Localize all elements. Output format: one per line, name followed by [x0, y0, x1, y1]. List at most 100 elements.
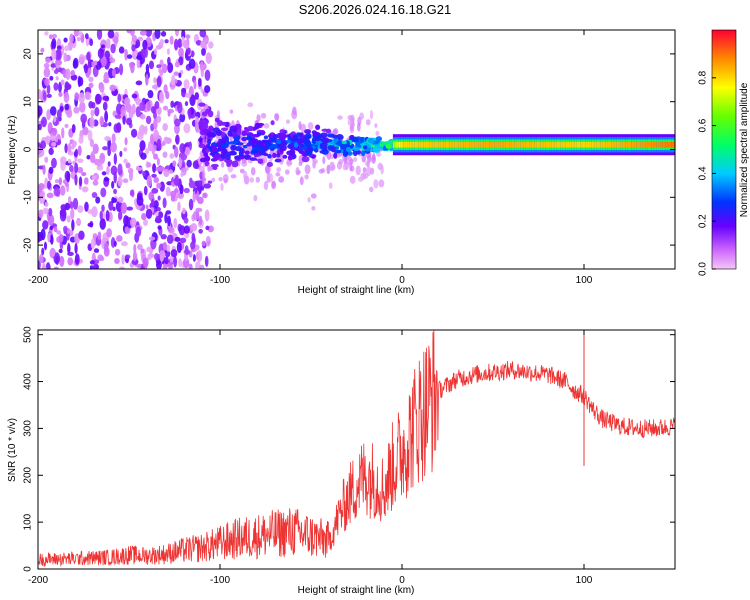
heatmap-cell — [335, 134, 344, 141]
heatmap-cell — [73, 106, 80, 114]
heatmap-cell — [58, 91, 63, 97]
heatmap-cell — [74, 162, 79, 174]
heatmap-cell — [124, 254, 131, 259]
heatmap-cell — [183, 257, 190, 269]
heatmap-cell — [667, 141, 670, 148]
heatmap-cell — [211, 177, 216, 183]
heatmap-cell — [220, 144, 229, 149]
x-tick-label: -100 — [210, 575, 230, 586]
heatmap-cell — [104, 136, 111, 142]
heatmap-cell — [244, 150, 250, 155]
heatmap-cell — [231, 160, 239, 168]
heatmap-cell — [145, 30, 153, 37]
snr-x-label: Height of straight line (km) — [298, 585, 415, 596]
heatmap-cell — [89, 260, 95, 265]
heatmap-cell — [629, 141, 632, 148]
heatmap-cell — [179, 112, 186, 123]
heatmap-cell — [153, 144, 157, 152]
heatmap-cell — [38, 183, 45, 191]
heatmap-cell — [352, 149, 358, 157]
heatmap-cell — [138, 124, 146, 136]
heatmap-cell — [170, 249, 178, 258]
heatmap-cell — [462, 141, 465, 148]
heatmap-cell — [292, 134, 298, 142]
heatmap-cell — [352, 136, 359, 143]
heatmap-cell — [563, 141, 567, 148]
heatmap-cell — [106, 165, 110, 176]
heatmap-cell — [347, 151, 353, 156]
heatmap-cell — [618, 141, 621, 148]
heatmap-cell — [142, 39, 148, 50]
heatmap-cell — [70, 70, 76, 76]
heatmap-cell — [67, 142, 72, 154]
heatmap-cell — [198, 143, 206, 149]
heatmap-cell — [153, 200, 159, 209]
heatmap-cell — [673, 141, 675, 148]
heatmap-cell — [88, 101, 94, 109]
heatmap-cell — [47, 122, 53, 134]
heatmap-cell — [179, 184, 184, 195]
heatmap-cell — [312, 131, 321, 137]
heatmap-cell — [230, 144, 237, 151]
heatmap-cell — [169, 35, 174, 45]
heatmap-cell — [402, 141, 405, 148]
heatmap-cell — [310, 193, 317, 199]
heatmap-cell — [139, 102, 146, 112]
heatmap-cell — [146, 175, 152, 188]
heatmap-cell — [656, 141, 659, 148]
heatmap-cell — [117, 210, 123, 220]
heatmap-cell — [337, 115, 343, 120]
heatmap-cell — [320, 138, 326, 143]
heatmap-cell — [153, 153, 159, 160]
heatmap-cell — [174, 61, 180, 68]
heatmap-cell — [368, 137, 374, 144]
heatmap-cell — [236, 129, 242, 136]
heatmap-cell — [640, 141, 643, 148]
heatmap-cell — [321, 128, 329, 132]
heatmap-cell — [153, 111, 157, 120]
heatmap-cell — [438, 141, 441, 148]
heatmap-cell — [71, 219, 75, 231]
heatmap-cell — [88, 76, 94, 83]
heatmap-cell — [159, 181, 165, 192]
heatmap-cell — [157, 225, 162, 230]
heatmap-cell — [658, 141, 661, 148]
y-tick-label: 300 — [23, 420, 34, 437]
heatmap-cell — [66, 215, 71, 223]
heatmap-cell — [139, 30, 147, 36]
heatmap-cell — [78, 230, 85, 240]
heatmap-cell — [371, 154, 376, 164]
heatmap-cell — [201, 170, 206, 180]
heatmap-cell — [179, 237, 187, 244]
heatmap-cell — [489, 141, 492, 148]
heatmap-cell — [669, 141, 672, 148]
heatmap-cell — [213, 153, 220, 161]
heatmap-cell — [228, 141, 236, 145]
heatmap-cell — [58, 233, 64, 243]
heatmap-cell — [167, 62, 174, 74]
heatmap-cell — [220, 127, 229, 132]
heatmap-cell — [106, 38, 111, 49]
snr-line — [38, 330, 675, 568]
heatmap-cell — [113, 171, 117, 184]
heatmap-cell — [516, 141, 519, 148]
heatmap-cell — [159, 69, 164, 76]
heatmap-cell — [46, 108, 51, 121]
heatmap-cell — [126, 206, 134, 211]
heatmap-cell — [183, 187, 190, 194]
heatmap-cell — [279, 147, 285, 153]
x-tick-label: 0 — [399, 575, 405, 586]
heatmap-cell — [463, 141, 467, 148]
heatmap-cell — [474, 141, 477, 148]
heatmap-cell — [671, 141, 674, 148]
heatmap-cell — [162, 151, 168, 159]
heatmap-cell — [46, 83, 51, 95]
heatmap-cell — [244, 154, 251, 160]
heatmap-cell — [124, 137, 128, 146]
heatmap-cell — [63, 225, 68, 233]
heatmap-cell — [452, 141, 456, 148]
heatmap-cell — [125, 162, 131, 169]
heatmap-cell — [183, 225, 190, 234]
heatmap-cell — [554, 141, 558, 148]
heatmap-cell — [183, 217, 189, 224]
